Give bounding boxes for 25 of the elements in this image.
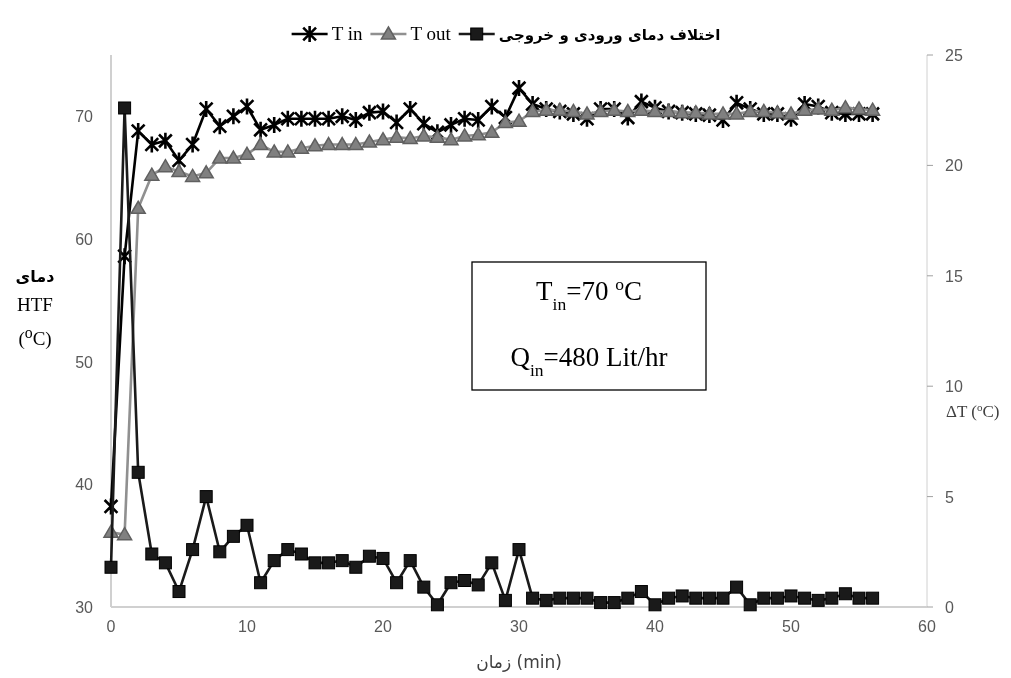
y2-tick-label: 5 — [945, 488, 954, 506]
legend-label: اختلاف دمای ورودی و خروجی — [498, 26, 721, 44]
y2-tick-label: 0 — [945, 599, 954, 616]
x-tick-label: 40 — [646, 618, 664, 635]
annotation: T$_{in}$=70 $^{o}$C — [536, 274, 642, 314]
y-tick-label: 60 — [75, 231, 94, 248]
y-tick-label: 40 — [75, 476, 94, 494]
annotation: Q$_{in}$=480 Lit/hr — [510, 342, 668, 380]
y2-tick-label: 25 — [945, 47, 963, 64]
legend-label: T out — [410, 23, 452, 44]
y-tick-label: 70 — [75, 108, 94, 126]
y2-tick-label: 10 — [945, 378, 963, 396]
x-tick-label: 60 — [918, 618, 936, 635]
x-tick-label: 10 — [238, 618, 256, 635]
y-tick-label: 30 — [75, 599, 94, 616]
legend-label: T in — [331, 23, 363, 44]
y2-axis-title: ΔT ($^{o}$C) — [946, 401, 1000, 421]
x-tick-label: 30 — [510, 618, 528, 635]
x-tick-label: 50 — [782, 618, 800, 635]
x-axis-title: زمان (min) — [476, 652, 562, 672]
x-tick-label: 20 — [374, 618, 392, 635]
y-tick-label: 50 — [75, 353, 94, 371]
y2-tick-label: 15 — [945, 267, 963, 285]
x-tick-label: 0 — [106, 618, 116, 635]
y2-tick-label: 20 — [945, 157, 963, 175]
